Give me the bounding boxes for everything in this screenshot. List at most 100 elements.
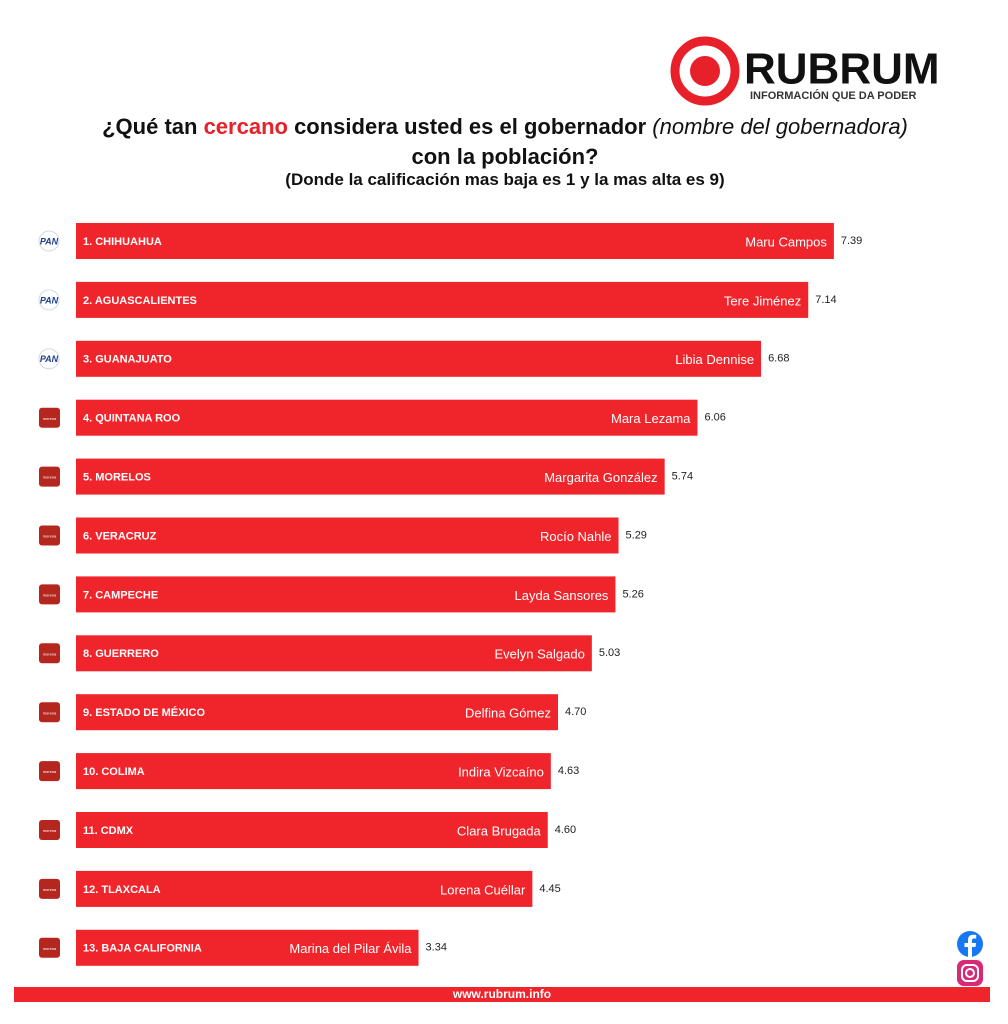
brand-name: RUBRUM xyxy=(744,45,940,94)
bar xyxy=(76,635,592,672)
governor-label: Maru Campos xyxy=(745,234,827,249)
party-label: morena xyxy=(43,769,57,774)
instagram-glyph xyxy=(961,964,979,982)
value-label: 7.14 xyxy=(815,294,836,306)
bar xyxy=(76,281,809,318)
instagram-lens xyxy=(965,968,975,978)
party-badge xyxy=(39,584,60,605)
logo-ring xyxy=(670,36,740,106)
governor-label: Indira Vizcaíno xyxy=(458,765,544,780)
category-label: 9. ESTADO DE MÉXICO xyxy=(83,706,205,719)
bar xyxy=(76,223,834,259)
governor-label: Margarita González xyxy=(544,470,657,485)
social-icons xyxy=(957,931,983,986)
category-label: 3. GUANAJUATO xyxy=(83,354,172,366)
value-label: 5.74 xyxy=(672,471,693,483)
title-part: (nombre del gobernadora) xyxy=(652,114,908,139)
party-label: morena xyxy=(43,416,57,421)
category-label: 1. CHIHUAHUA xyxy=(83,236,162,248)
category-label: 5. MORELOS xyxy=(83,472,151,484)
party-label: morena xyxy=(43,651,57,656)
party-label: morena xyxy=(43,710,57,715)
party-label: PAN xyxy=(40,236,59,246)
governor-label: Delfina Gómez xyxy=(465,706,551,721)
value-label: 5.03 xyxy=(599,647,620,659)
value-label: 5.29 xyxy=(626,529,647,541)
party-badge xyxy=(39,407,60,428)
party-badge xyxy=(38,348,60,370)
value-label: 5.26 xyxy=(622,588,643,600)
bar xyxy=(76,929,419,966)
category-label: 2. AGUASCALIENTES xyxy=(83,295,197,307)
party-badge xyxy=(39,702,60,723)
category-label: 12. TLAXCALA xyxy=(83,884,161,896)
party-badge xyxy=(39,466,60,487)
category-label: 11. CDMX xyxy=(83,825,134,837)
title-part: con la población? xyxy=(411,144,599,169)
bar xyxy=(76,694,559,731)
category-label: 10. COLIMA xyxy=(83,766,145,778)
bar xyxy=(76,576,616,613)
party-badge xyxy=(39,878,60,899)
brand-tagline: INFORMACIÓN QUE DA PODER xyxy=(750,89,916,102)
governor-label: Rocío Nahle xyxy=(540,529,612,544)
governor-label: Libia Dennise xyxy=(675,352,754,367)
governor-label: Layda Sansores xyxy=(514,588,608,603)
governor-label: Evelyn Salgado xyxy=(495,647,585,662)
party-label: morena xyxy=(43,887,57,892)
bar xyxy=(76,812,548,848)
party-label: morena xyxy=(43,475,57,480)
bar xyxy=(76,399,698,436)
facebook-glyph xyxy=(964,934,977,957)
category-label: 7. CAMPECHE xyxy=(83,589,158,601)
instagram-icon xyxy=(957,960,983,986)
party-label: morena xyxy=(43,534,57,539)
bar xyxy=(76,340,762,377)
party-badge xyxy=(38,230,60,252)
governor-label: Clara Brugada xyxy=(457,823,542,838)
bar xyxy=(76,517,619,554)
logo: RUBRUM INFORMACIÓN QUE DA PODER xyxy=(670,36,940,106)
value-label: 4.60 xyxy=(555,824,576,836)
bar xyxy=(76,458,665,495)
bar xyxy=(76,870,533,907)
party-label: PAN xyxy=(40,354,59,364)
chart-subtitle: (Donde la calificación mas baja es 1 y l… xyxy=(285,170,725,189)
party-label: PAN xyxy=(40,295,59,305)
value-label: 6.68 xyxy=(768,353,789,365)
value-label: 7.39 xyxy=(841,235,862,247)
party-badge xyxy=(39,937,60,958)
title-part: considera usted es el gobernador xyxy=(287,114,653,139)
governor-label: Lorena Cuéllar xyxy=(440,882,526,897)
footer-website: www.rubrum.info xyxy=(452,987,551,1001)
category-label: 8. GUERRERO xyxy=(83,648,159,660)
bar xyxy=(76,753,551,790)
party-label: morena xyxy=(43,828,57,833)
party-badge xyxy=(39,761,60,782)
value-label: 6.06 xyxy=(704,412,725,424)
value-label: 4.63 xyxy=(558,765,579,777)
governor-label: Tere Jiménez xyxy=(724,293,801,308)
governor-label: Marina del Pilar Ávila xyxy=(289,941,412,956)
governor-label: Mara Lezama xyxy=(611,411,691,426)
party-label: morena xyxy=(43,592,57,597)
footer-bar xyxy=(14,987,990,1002)
party-badge xyxy=(39,525,60,546)
party-badge xyxy=(38,289,60,311)
category-label: 6. VERACRUZ xyxy=(83,530,157,542)
party-label: morena xyxy=(43,946,57,951)
category-label: 4. QUINTANA ROO xyxy=(83,413,181,425)
title-part: cercano xyxy=(203,114,288,139)
title-part: ¿Qué tan xyxy=(102,114,204,139)
value-label: 3.34 xyxy=(426,942,447,954)
chart-title: ¿Qué tan cercano considera usted es el g… xyxy=(80,112,930,172)
category-label: 13. BAJA CALIFORNIA xyxy=(83,943,202,955)
value-label: 4.45 xyxy=(539,883,560,895)
logo-dot xyxy=(690,56,720,86)
value-label: 4.70 xyxy=(565,706,586,718)
party-badge xyxy=(39,820,60,840)
party-badge xyxy=(39,643,60,664)
